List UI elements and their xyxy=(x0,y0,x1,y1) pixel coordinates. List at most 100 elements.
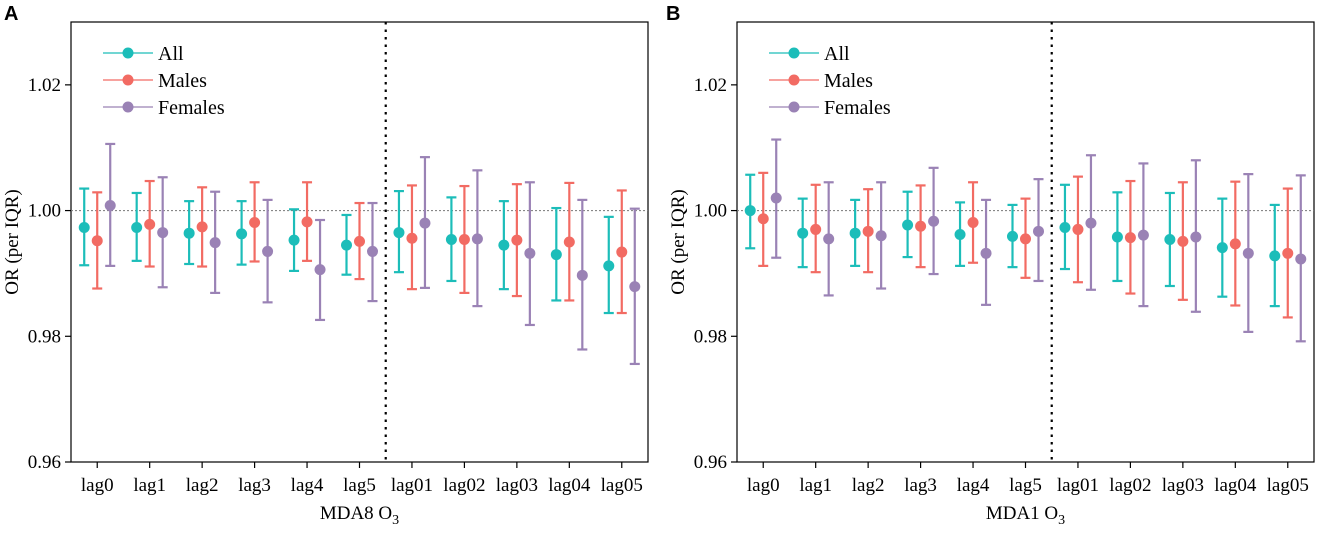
data-point-males-lag05 xyxy=(616,246,628,258)
x-tick-label-lag05: lag05 xyxy=(601,475,643,496)
x-tick-label-lag02: lag02 xyxy=(443,475,485,496)
legend-item-males: Males xyxy=(769,70,873,92)
x-axis-title: MDA8 O3 xyxy=(320,503,399,528)
data-point-females-lag0 xyxy=(104,200,116,212)
x-tick-label-lag03: lag03 xyxy=(496,475,538,496)
data-point-females-lag02 xyxy=(1137,229,1149,241)
data-point-males-lag2 xyxy=(862,225,874,237)
y-tick-label: 1.00 xyxy=(28,201,61,222)
data-point-males-lag03 xyxy=(511,234,523,246)
legend-label: Males xyxy=(158,70,207,92)
data-point-all-lag3 xyxy=(902,219,914,231)
data-point-all-lag01 xyxy=(393,227,405,239)
data-point-females-lag5 xyxy=(1033,225,1044,237)
series-males xyxy=(757,171,1294,319)
data-point-all-lag4 xyxy=(954,228,966,240)
data-point-females-lag4 xyxy=(980,247,992,259)
y-tick-label: 1.02 xyxy=(28,75,61,96)
legend-marker xyxy=(788,47,800,59)
legend-item-females: Females xyxy=(769,97,891,119)
data-point-all-lag01 xyxy=(1059,222,1071,234)
legend-marker xyxy=(788,74,800,86)
x-tick-label-lag1: lag1 xyxy=(133,475,166,496)
data-point-females-lag01 xyxy=(419,217,431,229)
x-tick-label-lag4: lag4 xyxy=(957,475,990,496)
legend: All Males Females xyxy=(769,43,891,119)
data-point-females-lag3 xyxy=(262,245,274,257)
data-point-females-lag1 xyxy=(157,227,169,239)
data-point-females-lag1 xyxy=(823,233,835,245)
series-all xyxy=(744,173,1281,308)
y-tick-label: 1.00 xyxy=(694,201,727,222)
legend-label: All xyxy=(824,43,850,65)
x-tick-label-lag4: lag4 xyxy=(291,475,324,496)
data-point-females-lag5 xyxy=(367,245,378,257)
y-tick-label: 0.98 xyxy=(694,326,727,347)
data-point-males-lag4 xyxy=(301,216,313,228)
x-tick-label-lag01: lag01 xyxy=(1057,475,1099,496)
x-tick-label-lag02: lag02 xyxy=(1109,475,1151,496)
data-point-all-lag5 xyxy=(341,239,352,251)
x-tick-label-lag03: lag03 xyxy=(1162,475,1204,496)
x-tick-label-lag0: lag0 xyxy=(747,475,780,496)
data-point-females-lag4 xyxy=(314,264,326,276)
data-point-all-lag1 xyxy=(131,222,143,234)
data-point-males-lag01 xyxy=(1072,223,1084,235)
y-axis-title: OR (per IQR) xyxy=(668,189,689,295)
data-point-males-lag0 xyxy=(91,235,103,247)
data-point-all-lag0 xyxy=(744,205,756,217)
chart-panel-b: B 0.96 0.98 1.00 1.02 lag0 lag1 lag2 lag3 lag4 lag… xyxy=(666,3,1315,528)
data-point-males-lag5 xyxy=(1020,233,1031,245)
data-point-all-lag03 xyxy=(1164,233,1176,245)
panel-label: A xyxy=(4,3,18,25)
legend-item-all: All xyxy=(769,43,850,65)
y-tick-label: 0.96 xyxy=(28,452,61,473)
data-point-males-lag3 xyxy=(249,217,261,229)
legend-marker xyxy=(122,74,134,86)
data-point-all-lag0 xyxy=(78,222,90,234)
y-tick-label: 1.02 xyxy=(694,75,727,96)
x-tick-label-lag3: lag3 xyxy=(904,475,937,496)
data-point-all-lag03 xyxy=(498,239,510,251)
x-tick-label-lag2: lag2 xyxy=(852,475,885,496)
legend-label: All xyxy=(158,43,184,65)
legend-marker xyxy=(122,47,134,59)
x-tick-label-lag05: lag05 xyxy=(1267,475,1309,496)
y-tick-label: 0.96 xyxy=(694,452,727,473)
data-point-females-lag01 xyxy=(1085,217,1097,229)
data-point-females-lag03 xyxy=(1190,231,1202,243)
data-point-females-lag0 xyxy=(770,192,782,204)
data-point-males-lag4 xyxy=(967,217,979,229)
data-point-males-lag04 xyxy=(1229,238,1241,250)
data-point-females-lag2 xyxy=(875,230,887,242)
data-point-males-lag03 xyxy=(1177,235,1189,247)
data-point-males-lag1 xyxy=(810,223,822,235)
x-axis-title: MDA1 O3 xyxy=(986,503,1065,528)
data-point-all-lag1 xyxy=(797,227,809,239)
data-point-males-lag02 xyxy=(1124,232,1136,244)
x-tick-label-lag01: lag01 xyxy=(391,475,433,496)
data-point-males-lag1 xyxy=(144,218,156,230)
legend-item-all: All xyxy=(103,43,184,65)
data-point-all-lag02 xyxy=(1111,231,1123,243)
data-point-females-lag04 xyxy=(576,269,588,281)
data-point-males-lag3 xyxy=(915,220,927,232)
data-point-females-lag02 xyxy=(471,233,483,245)
data-point-all-lag4 xyxy=(288,234,300,246)
series-all xyxy=(78,187,615,315)
data-point-all-lag04 xyxy=(1216,242,1228,254)
series-males xyxy=(91,179,628,315)
y-axis-title: OR (per IQR) xyxy=(2,189,23,295)
data-point-all-lag02 xyxy=(445,233,457,245)
data-point-females-lag05 xyxy=(629,281,641,293)
y-tick-label: 0.98 xyxy=(28,326,61,347)
x-tick-label-lag5: lag5 xyxy=(343,475,376,496)
data-point-all-lag05 xyxy=(603,260,615,272)
x-tick-label-lag0: lag0 xyxy=(81,475,114,496)
x-tick-label-lag5: lag5 xyxy=(1009,475,1042,496)
legend-label: Females xyxy=(824,97,891,119)
legend-item-males: Males xyxy=(103,70,207,92)
data-point-females-lag03 xyxy=(524,247,536,259)
data-point-all-lag05 xyxy=(1269,250,1281,262)
